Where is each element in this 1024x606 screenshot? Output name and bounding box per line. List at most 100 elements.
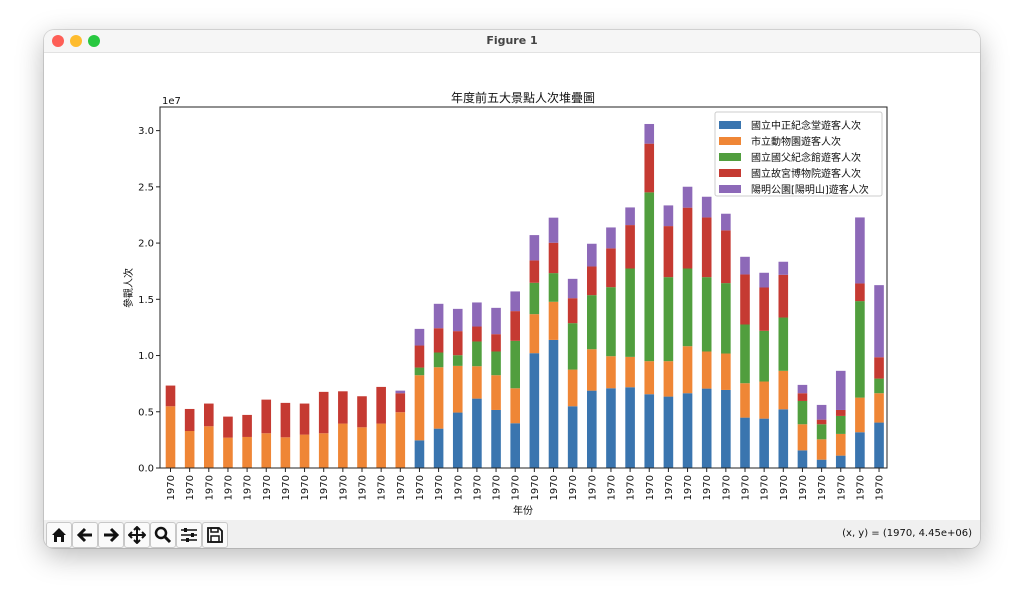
bar-segment [491, 334, 501, 352]
back-button[interactable] [72, 522, 98, 548]
bar-segment [701, 196, 712, 218]
legend-box [714, 111, 883, 197]
bar-segment [165, 406, 176, 468]
bar-segment [816, 404, 827, 420]
bar-segment [740, 256, 750, 275]
bar-segment [261, 433, 272, 468]
bar-segment [472, 398, 482, 468]
bar-segment [529, 282, 540, 315]
bar-segment [606, 287, 616, 357]
bar-segment [510, 291, 520, 312]
bar-segment [644, 123, 655, 144]
bar-segment [433, 352, 444, 368]
bar-segment [414, 375, 425, 441]
bar-segment [835, 415, 846, 434]
bar-segment [567, 298, 578, 324]
bar-segment [816, 424, 827, 440]
bar-segment [510, 388, 520, 424]
x-tick-label: 1970 [721, 475, 732, 500]
bar-segment [414, 345, 425, 368]
pan-icon [128, 526, 146, 544]
x-tick-label: 1970 [396, 475, 407, 500]
y-axis-label: 參觀人次 [122, 268, 135, 308]
bar-segment [587, 390, 597, 468]
bar-segment [625, 387, 635, 468]
x-tick-label: 1970 [549, 475, 560, 500]
bar-segment [338, 423, 348, 468]
bar-segment [682, 393, 693, 468]
x-tick-label: 1970 [645, 475, 656, 500]
maximize-button[interactable] [88, 35, 100, 47]
bar-segment [663, 396, 674, 468]
bar-segment [414, 367, 425, 376]
close-button[interactable] [52, 35, 64, 47]
zoom-icon [154, 526, 172, 544]
bar-segment [472, 366, 482, 399]
configure-subplots-button[interactable] [176, 522, 202, 548]
bar-segment [625, 225, 635, 269]
x-tick-label: 1970 [472, 475, 483, 500]
bar-segment [721, 230, 731, 284]
pan-button[interactable] [124, 522, 150, 548]
bar-segment [835, 370, 846, 410]
bar-segment [184, 408, 195, 432]
bar-segment [874, 378, 884, 394]
bar-segment [740, 324, 750, 384]
x-tick-label: 1970 [434, 475, 445, 500]
bar-segment [682, 186, 693, 208]
x-tick-label: 1970 [358, 475, 369, 500]
plot-frame [159, 106, 888, 469]
x-tick-label: 1970 [223, 475, 234, 500]
bar-segment [204, 403, 214, 427]
bar-segment [759, 381, 769, 419]
bar-segment [663, 226, 674, 278]
minimize-button[interactable] [70, 35, 82, 47]
bar-segment [759, 330, 769, 382]
window-title: Figure 1 [486, 34, 538, 47]
bar-segment [548, 242, 559, 274]
x-axis-label: 年份 [513, 504, 533, 517]
bar-segment [644, 394, 655, 468]
y-tick-label: 2.0 [138, 239, 154, 250]
bar-segment [472, 326, 482, 342]
bar-segment [357, 427, 367, 468]
bar-segment [452, 365, 463, 413]
bar-segment [318, 433, 329, 468]
toolbar: (x, y) = (1970, 4.45e+06) [44, 520, 980, 548]
zoom-button[interactable] [150, 522, 176, 548]
save-button[interactable] [202, 522, 228, 548]
bar-segment [433, 303, 444, 329]
bar-segment [376, 423, 386, 468]
bar-segment [491, 351, 501, 376]
bar-segment [433, 428, 444, 468]
bar-segment [472, 341, 482, 367]
y-tick-label: 3.0 [138, 126, 154, 137]
bar-segment [452, 355, 463, 366]
bar-segment [701, 351, 712, 389]
bar-segment [797, 424, 808, 451]
bar-segment [395, 390, 406, 394]
bar-segment [855, 397, 865, 433]
bar-segment [835, 433, 846, 456]
legend-swatch [719, 121, 741, 129]
bar-segment [721, 283, 731, 354]
x-tick-label: 1970 [817, 475, 828, 500]
legend-swatch [719, 169, 741, 177]
bar-segment [606, 356, 616, 389]
forward-button[interactable] [98, 522, 124, 548]
legend-entry: 陽明公園[陽明山]遊客人次 [751, 183, 869, 196]
home-button[interactable] [46, 522, 72, 548]
title-bar: Figure 1 [44, 30, 980, 53]
bar-segment [242, 436, 252, 468]
x-tick-label: 1970 [606, 475, 617, 500]
bar-segment [625, 356, 635, 388]
bar-segment [663, 361, 674, 397]
bar-segment [682, 207, 693, 269]
home-icon [52, 528, 66, 542]
legend-entry: 市立動物園遊客人次 [751, 135, 841, 148]
cursor-coordinates: (x, y) = (1970, 4.45e+06) [842, 528, 972, 539]
bar-segment [433, 367, 444, 429]
bar-segment [759, 418, 769, 468]
bar-segment [721, 213, 731, 231]
bar-segment [165, 385, 176, 407]
